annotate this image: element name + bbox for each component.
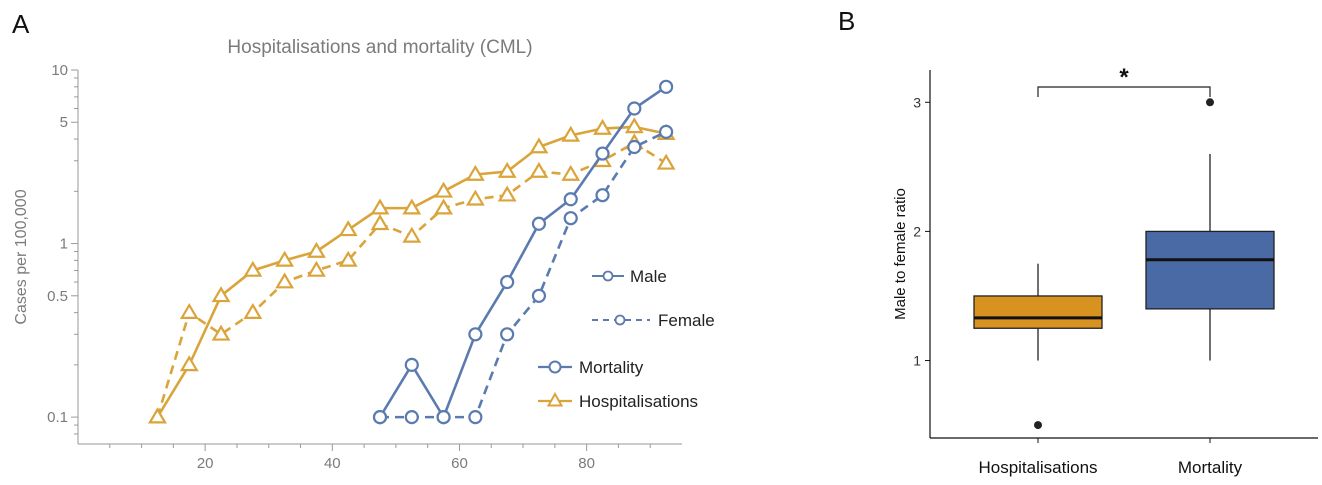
data-point-mortality-female (595, 188, 610, 203)
chart-b-y-tick-label: 3 (913, 94, 921, 110)
data-point-mortality-male (627, 101, 642, 116)
outlier-point-hospitalisations (1034, 421, 1042, 430)
chart-a-legend: Male Female Mortality Hospitalisations (538, 267, 715, 411)
series-hospitalisations-female (148, 133, 676, 424)
data-point-mortality-male (468, 327, 483, 342)
data-point-hospitalisations-female (434, 198, 454, 215)
data-point-hospitalisations-male (497, 161, 517, 178)
panel-label-b: B (838, 6, 855, 36)
legend-swatch-mortality-marker (548, 360, 562, 374)
data-point-hospitalisations-male (211, 286, 231, 303)
chart-a-y-tick-label: 0.5 (47, 288, 68, 305)
data-point-mortality-male (659, 79, 674, 94)
data-point-mortality-female (531, 288, 547, 303)
chart-a-x-tick-label: 80 (578, 455, 595, 472)
data-point-mortality-male (404, 357, 419, 372)
chart-b-y-axis-label: Male to female ratio (892, 188, 909, 320)
panel-label-a: A (12, 9, 30, 39)
legend-swatch-hospitalisations-marker (546, 391, 564, 407)
box-hospitalisations (973, 263, 1103, 430)
data-point-mortality-male (595, 146, 610, 161)
data-point-hospitalisations-male (593, 118, 612, 135)
data-point-hospitalisations-male (179, 355, 199, 372)
data-point-hospitalisations-male (561, 125, 581, 142)
significance-bracket: * (1037, 64, 1211, 97)
chart-a-x-tick-label: 40 (324, 455, 341, 472)
data-point-mortality-male (563, 192, 578, 207)
data-point-hospitalisations-male (624, 117, 644, 134)
data-point-hospitalisations-female (497, 185, 517, 202)
chart-a-y-tick-label: 1 (60, 236, 68, 253)
data-point-mortality-female (563, 211, 578, 226)
data-point-mortality-female (404, 410, 419, 425)
chart-a: Hospitalisations and mortality (CML) Case… (13, 37, 715, 472)
data-point-mortality-female (500, 327, 515, 342)
legend-swatch-female-marker (614, 314, 626, 326)
data-point-mortality-female (436, 410, 451, 425)
data-point-hospitalisations-male (275, 250, 295, 267)
box-body-mortality (1145, 230, 1275, 310)
data-point-mortality-female (627, 139, 642, 155)
data-point-hospitalisations-female (211, 324, 231, 341)
significance-bracket-line (1037, 86, 1211, 97)
data-point-hospitalisations-female (402, 226, 422, 243)
data-point-hospitalisations-male (465, 164, 485, 181)
data-point-hospitalisations-female (148, 407, 167, 424)
data-point-mortality-female (659, 124, 674, 139)
chart-a-title: Hospitalisations and mortality (CML) (227, 37, 532, 58)
legend-label-male: Male (630, 267, 667, 286)
data-point-hospitalisations-male (338, 220, 358, 237)
data-point-hospitalisations-male (529, 137, 549, 154)
data-point-hospitalisations-female (656, 153, 676, 170)
box-mortality (1145, 98, 1275, 361)
data-point-hospitalisations-female (275, 272, 295, 289)
data-point-hospitalisations-female (179, 302, 199, 319)
data-point-hospitalisations-female (338, 250, 358, 267)
chart-a-y-tick-label: 5 (60, 114, 68, 131)
data-point-hospitalisations-male (306, 241, 326, 258)
chart-b-x-tick-label: Hospitalisations (978, 458, 1097, 477)
series-line-mortality-female (380, 130, 667, 419)
data-point-hospitalisations-male (434, 181, 454, 198)
legend-swatch-male-marker (602, 270, 614, 282)
outlier-point-mortality (1206, 98, 1214, 107)
data-point-hospitalisations-male (243, 260, 263, 277)
data-point-hospitalisations-female (243, 302, 263, 319)
significance-marker: * (1119, 64, 1129, 91)
series-mortality-female (372, 124, 674, 425)
data-point-hospitalisations-female (306, 260, 326, 277)
box-body-hospitalisations (973, 295, 1103, 329)
legend-label-hospitalisations: Hospitalisations (579, 392, 698, 411)
data-point-hospitalisations-female (370, 214, 390, 231)
data-point-mortality-male (500, 274, 515, 290)
data-point-hospitalisations-female (465, 189, 485, 206)
data-point-mortality-female (468, 410, 483, 425)
chart-a-y-tick-label: 10 (51, 62, 68, 79)
legend-label-female: Female (658, 311, 715, 330)
chart-b-x-tick-label: Mortality (1178, 458, 1243, 477)
chart-a-y-axis-label: Cases per 100,000 (13, 189, 30, 324)
data-point-hospitalisations-female (561, 164, 581, 181)
data-point-hospitalisations-male (402, 198, 422, 215)
chart-a-y-tick-label: 0.1 (47, 409, 68, 426)
chart-b-y-tick-label: 1 (913, 353, 921, 369)
data-point-hospitalisations-female (529, 161, 549, 178)
data-point-mortality-male (531, 216, 547, 231)
data-point-hospitalisations-male (370, 198, 390, 215)
chart-a-x-tick-label: 60 (451, 455, 468, 472)
series-line-mortality-male (378, 85, 667, 419)
chart-b: Male to female ratio 1 2 3 Hospitalisations M… (892, 64, 1318, 477)
data-point-mortality-female (372, 410, 388, 425)
legend-label-mortality: Mortality (579, 358, 644, 377)
chart-a-x-tick-label: 20 (197, 455, 214, 472)
chart-b-y-tick-label: 2 (913, 223, 921, 239)
